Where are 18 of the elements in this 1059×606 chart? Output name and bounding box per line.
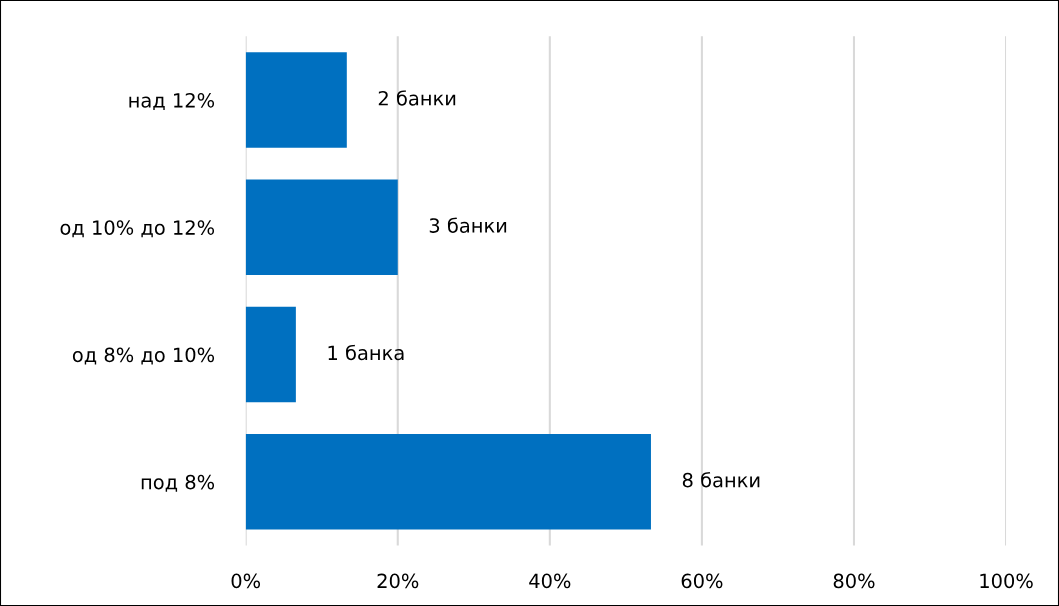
x-tick-label: 80% xyxy=(833,573,875,589)
annotation: 2 банки xyxy=(378,90,456,106)
x-tick-label: 0% xyxy=(231,573,261,589)
annotation: 1 банка xyxy=(328,344,404,361)
y-tick-label: од 10% до 12% xyxy=(60,220,215,238)
x-tick-label: 60% xyxy=(681,573,723,589)
y-tick-label: под 8% xyxy=(141,474,215,492)
y-tick-label: од 8% до 10% xyxy=(72,347,215,365)
x-tick-label: 40% xyxy=(529,573,571,589)
bar xyxy=(245,52,347,148)
x-tick-label: 20% xyxy=(377,573,419,589)
annotation: 8 банки xyxy=(682,472,760,488)
bar xyxy=(245,434,651,530)
y-tick-label: над 12% xyxy=(129,92,215,111)
annotation: 3 банки xyxy=(429,217,507,233)
bar xyxy=(245,306,296,403)
x-tick-label: 100% xyxy=(980,573,1033,589)
bar xyxy=(245,179,398,275)
